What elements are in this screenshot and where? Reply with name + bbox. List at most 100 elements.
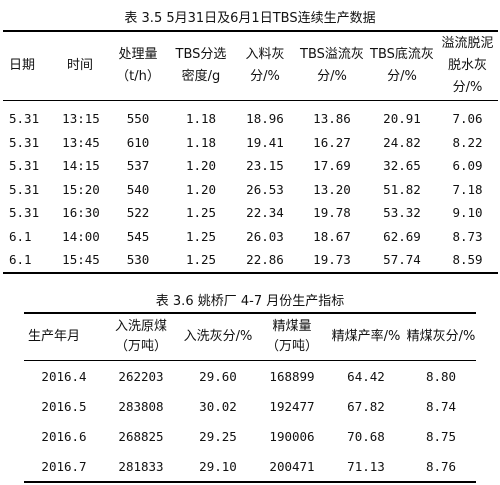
cell: 24.82 [383,134,421,150]
cell: 281833 [104,451,178,483]
cell: 23.15 [246,158,284,174]
cell: 268825 [118,428,164,444]
cell: 18.67 [313,228,351,244]
cell: 57.74 [367,248,437,274]
table-row: 5.31 14:15 537 1.20 23.15 17.69 32.65 6.… [3,154,498,178]
cell: 283808 [118,398,164,414]
cell: 15:20 [62,181,100,197]
table-row: 2016.7 281833 29.10 200471 71.13 8.76 [24,451,476,483]
cell: 14:00 [62,228,100,244]
cell: 1.25 [185,228,217,244]
cell: 29.10 [178,451,258,483]
cell: 7.06 [452,111,483,127]
table-row: 6.1 15:45 530 1.25 22.86 19.73 57.74 8.5… [3,248,498,274]
cell: 18.96 [246,111,284,127]
cell: 6.1 [9,228,32,244]
cell: 13:15 [62,111,100,127]
col-header-feed-ash: 入料灰分/% [233,30,297,101]
cell: 14:15 [62,158,100,174]
table-row: 6.1 14:00 545 1.25 26.03 18.67 62.69 8.7… [3,225,498,249]
cell: 17.69 [313,158,351,174]
table-row: 5.31 13:45 610 1.18 19.41 16.27 24.82 8.… [3,131,498,155]
cell: 522 [126,205,150,221]
cell: 200471 [258,451,326,483]
cell: 16:30 [62,205,100,221]
cell: 67.82 [347,398,385,414]
cell: 20.91 [383,111,421,127]
cell: 2016.6 [41,428,87,444]
cell: 51.82 [383,181,421,197]
cell: 6.09 [452,158,483,174]
cell: 13.86 [313,111,351,127]
cell: 13.20 [313,181,351,197]
cell: 22.86 [233,248,297,274]
table-3-6-caption: 表 3.6 姚桥厂 4-7 月份生产指标 [155,294,345,309]
cell: 30.02 [199,398,237,414]
cell: 53.32 [383,205,421,221]
cell: 190006 [269,428,315,444]
table-row: 5.31 15:20 540 1.20 26.53 13.20 51.82 7.… [3,178,498,202]
cell: 262203 [118,368,164,384]
col-header-time: 时间 [55,30,107,101]
col-header-raw-ash: 入洗灰分/% [178,312,258,361]
cell: 8.75 [425,428,457,444]
cell: 5.31 [9,205,40,221]
cell: 15:45 [55,248,107,274]
table-row: 2016.5 283808 30.02 192477 67.82 8.74 [24,391,476,421]
cell: 26.53 [246,181,284,197]
cell: 192477 [269,398,315,414]
cell: 550 [126,111,150,127]
cell: 16.27 [313,134,351,150]
table-row: 2016.4 262203 29.60 168899 64.42 8.80 [24,361,476,392]
col-header-clean-yield: 精煤产率/% [326,312,406,361]
col-header-clean-coal: 精煤量（万吨） [258,312,326,361]
cell: 8.22 [452,134,483,150]
cell: 71.13 [326,451,406,483]
cell: 5.31 [9,111,40,127]
cell: 530 [107,248,169,274]
cell: 168899 [269,368,315,384]
cell: 13:45 [62,134,100,150]
cell: 26.03 [246,228,284,244]
cell: 22.34 [246,205,284,221]
cell: 2016.4 [41,368,87,384]
tbs-production-table: 日期 时间 处理量（t/h） TBS分选密度/g 入料灰分/% TBS溢流灰分/… [3,30,498,274]
cell: 29.60 [199,368,237,384]
cell: 1.20 [185,158,217,174]
col-header-clean-ash: 精煤灰分/% [406,312,476,361]
table-row: 5.31 16:30 522 1.25 22.34 19.78 53.32 9.… [3,201,498,225]
table-header-row: 日期 时间 处理量（t/h） TBS分选密度/g 入料灰分/% TBS溢流灰分/… [3,30,498,101]
cell: 610 [126,134,150,150]
table-header-row: 生产年月 入洗原煤（万吨） 入洗灰分/% 精煤量（万吨） 精煤产率/% 精煤灰分… [24,312,476,361]
cell: 8.74 [425,398,457,414]
cell: 5.31 [9,134,40,150]
cell: 1.20 [185,181,217,197]
cell: 5.31 [9,181,40,197]
yaoqiao-production-table: 生产年月 入洗原煤（万吨） 入洗灰分/% 精煤量（万吨） 精煤产率/% 精煤灰分… [24,312,476,483]
table-row: 2016.6 268825 29.25 190006 70.68 8.75 [24,421,476,451]
cell: 545 [126,228,150,244]
col-header-tbs-density: TBS分选密度/g [169,30,233,101]
cell: 1.18 [185,134,217,150]
col-header-throughput: 处理量（t/h） [107,30,169,101]
col-header-month: 生产年月 [24,312,104,361]
cell: 8.80 [425,368,457,384]
cell: 1.18 [185,111,217,127]
col-header-desliming-ash: 溢流脱泥脱水灰分/% [437,30,498,101]
cell: 9.10 [452,205,483,221]
cell: 5.31 [9,158,40,174]
cell: 540 [126,181,150,197]
cell: 6.1 [3,248,55,274]
cell: 19.41 [246,134,284,150]
cell: 70.68 [347,428,385,444]
col-header-date: 日期 [3,30,55,101]
cell: 537 [126,158,150,174]
cell: 8.73 [452,228,483,244]
col-header-raw-coal: 入洗原煤（万吨） [104,312,178,361]
table-row: 5.31 13:15 550 1.18 18.96 13.86 20.91 7.… [3,101,498,131]
col-header-underflow-ash: TBS底流灰分/% [367,30,437,101]
cell: 2016.7 [24,451,104,483]
cell: 1.25 [169,248,233,274]
cell: 19.78 [313,205,351,221]
cell: 7.18 [452,181,483,197]
